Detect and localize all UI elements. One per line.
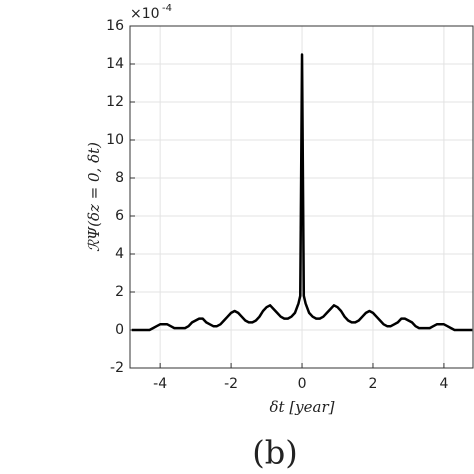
y-tick-label: 0 <box>115 322 124 338</box>
x-tick-label: -4 <box>153 376 167 392</box>
x-axis-label: δt [year] <box>270 398 335 416</box>
x-tick-label: 2 <box>369 376 378 392</box>
y-axis-label: ℛΨ(δz = 0, δt) <box>85 142 103 252</box>
y-tick-label: -2 <box>110 360 124 376</box>
y-tick-label: 14 <box>106 56 124 72</box>
y-tick-label: 16 <box>106 18 124 34</box>
y-tick-label: 6 <box>115 208 124 224</box>
caption: (b) <box>252 434 297 472</box>
y-multiplier: ×10 <box>130 6 160 22</box>
y-tick-label: 12 <box>106 94 124 110</box>
x-tick-label: 4 <box>439 376 448 392</box>
y-exponent: -4 <box>162 3 172 14</box>
y-tick-label: 2 <box>115 284 124 300</box>
x-tick-label: -2 <box>224 376 238 392</box>
x-tick-label: 0 <box>298 376 307 392</box>
y-tick-label: 4 <box>115 246 124 262</box>
y-tick-label: 10 <box>106 132 124 148</box>
data-line <box>131 53 473 332</box>
y-tick-label: 8 <box>115 170 124 186</box>
plot-frame <box>129 25 474 369</box>
